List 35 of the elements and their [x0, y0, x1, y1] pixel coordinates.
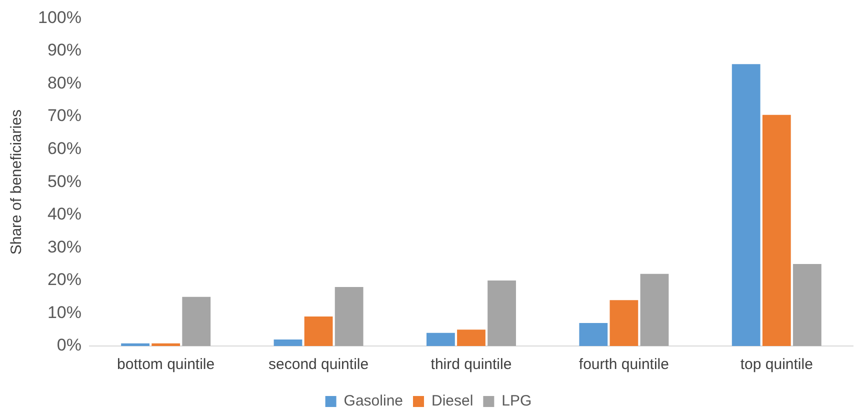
bar	[182, 296, 211, 346]
y-tick-label: 50%	[47, 172, 82, 191]
legend-label: Diesel	[432, 392, 474, 410]
y-tick-label: 0%	[56, 336, 82, 355]
bar	[762, 114, 791, 346]
y-tick-label: 10%	[47, 302, 82, 322]
y-tick-label: 100%	[38, 8, 82, 27]
bar	[121, 343, 150, 346]
bar	[274, 339, 302, 346]
bar	[488, 280, 516, 346]
bar	[152, 343, 180, 346]
y-axis-title: Share of beneficiaries	[8, 110, 26, 255]
legend-label: Gasoline	[344, 392, 404, 410]
x-tick-label: third quintile	[430, 356, 512, 374]
y-tick-label: 60%	[47, 139, 82, 158]
bar	[457, 330, 486, 346]
x-tick-label: second quintile	[268, 356, 369, 374]
x-tick-label: bottom quintile	[117, 356, 215, 374]
bar	[426, 332, 455, 346]
legend-label: LPG	[502, 392, 532, 410]
bar	[640, 274, 669, 346]
y-tick-label: 80%	[47, 73, 82, 92]
y-tick-label: 30%	[47, 237, 82, 256]
bar	[792, 264, 822, 346]
y-tick-label: 90%	[47, 40, 82, 60]
bar	[732, 64, 760, 346]
y-tick-label: 20%	[47, 270, 82, 290]
bar	[610, 300, 638, 346]
x-tick-label: top quintile	[740, 356, 813, 374]
bar	[579, 323, 608, 346]
y-tick-label: 40%	[47, 204, 82, 224]
bar	[304, 316, 333, 346]
bar	[334, 286, 364, 346]
y-tick-label: 70%	[47, 106, 82, 126]
x-tick-label: fourth quintile	[578, 356, 669, 374]
